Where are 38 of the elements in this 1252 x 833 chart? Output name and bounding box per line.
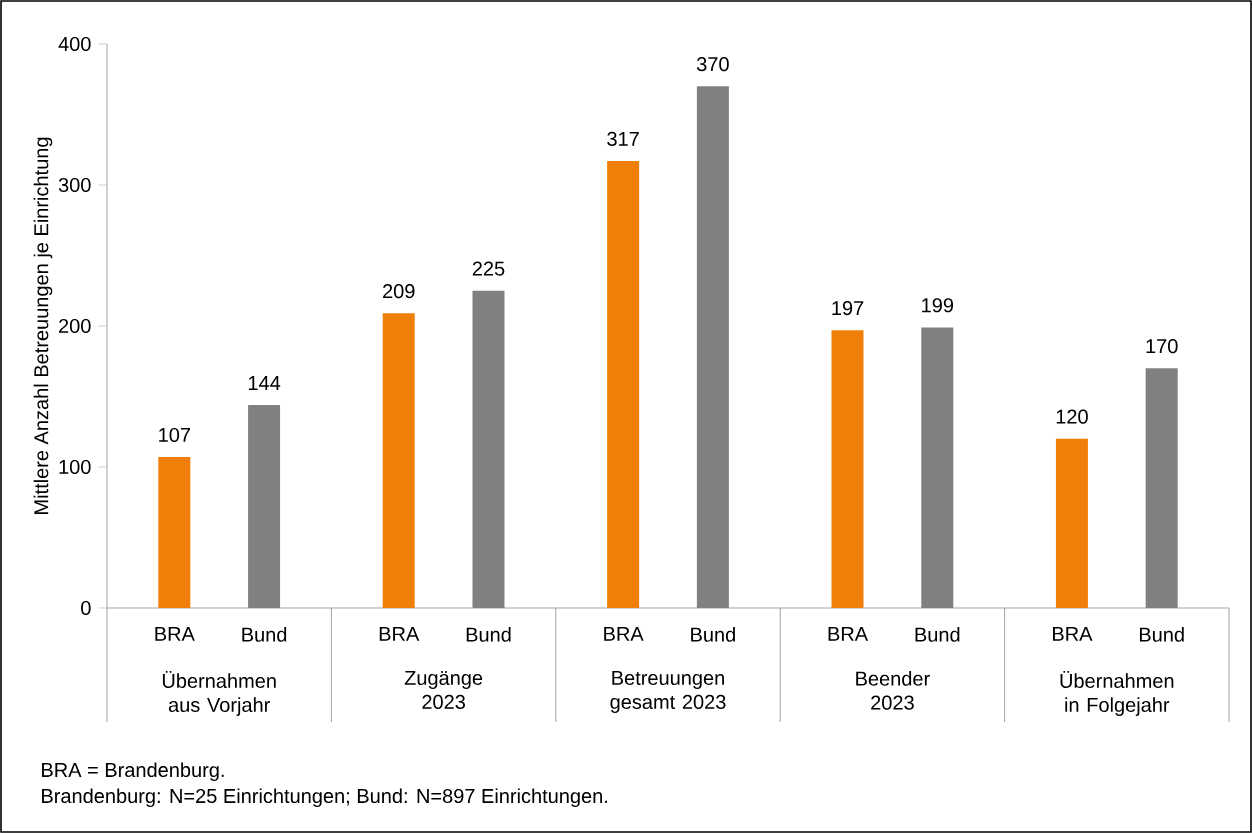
data-label: 317 — [607, 131, 639, 146]
x-tick-label: Beender 2023 — [856, 671, 930, 710]
x-tick-label: Zugänge 2023 — [404, 671, 483, 709]
data-label: 107 — [159, 427, 191, 443]
text: Bund — [691, 627, 735, 642]
text: BRA — [604, 627, 644, 641]
text: Brandenburg: N=25 Einrichtungen; Bund: N=897 Einrichtungen. — [42, 788, 608, 808]
bar — [831, 330, 864, 608]
x-tick-label: Übernahmen aus Vorjahr — [162, 671, 276, 716]
y-tick-label: 300 — [58, 177, 91, 193]
bar — [1055, 438, 1088, 608]
bar — [158, 457, 191, 608]
data-label: 199 — [922, 298, 954, 313]
y-axis-title: Mittlere Anzahl Betreuungen je Einrichtung — [33, 137, 53, 514]
data-label: 225 — [472, 261, 505, 276]
data-label: 144 — [248, 376, 281, 390]
text: BRA — [828, 627, 869, 641]
data-label: 120 — [1056, 409, 1088, 424]
x-tick-label: Betreuungen gesamt 2023 — [610, 671, 726, 713]
text: Bund — [466, 627, 511, 642]
data-label: 197 — [832, 301, 864, 316]
x-tick-label: Übernahmen in Folgejahr — [1060, 671, 1174, 716]
text: BRA — [1052, 627, 1093, 641]
data-label: 209 — [383, 284, 415, 299]
y-tick-label: 200 — [59, 318, 91, 334]
text: BRA — [379, 627, 420, 641]
data-label: 370 — [696, 57, 729, 72]
text: BRA = Brandenburg. — [42, 762, 224, 782]
text: Bund — [242, 627, 287, 642]
series-label: Bund — [915, 627, 960, 642]
y-tick-label: 0 — [81, 600, 91, 616]
text: Bund — [1139, 627, 1184, 642]
y-tick-label: 400 — [58, 36, 91, 52]
series-label: BRA — [155, 627, 195, 641]
bar — [607, 161, 640, 608]
data-label: 170 — [1146, 339, 1178, 354]
y-tick-label: 100 — [59, 459, 91, 475]
bar — [382, 313, 415, 608]
